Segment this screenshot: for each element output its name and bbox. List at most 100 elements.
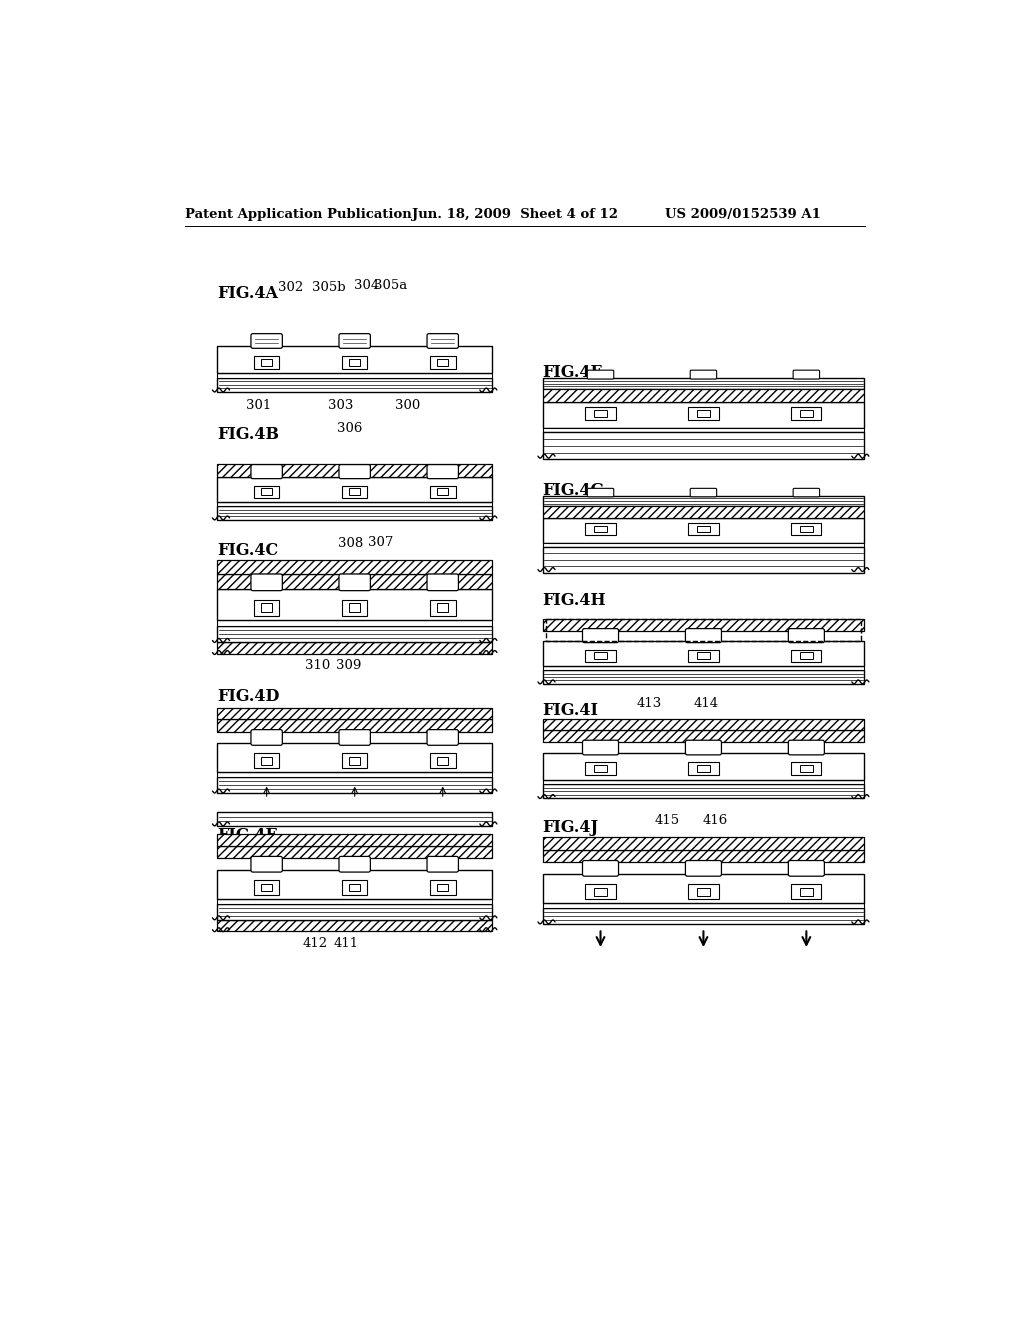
Bar — [594, 525, 607, 532]
Bar — [217, 560, 493, 574]
Bar — [342, 356, 368, 368]
Bar — [349, 488, 360, 495]
FancyBboxPatch shape — [788, 741, 824, 755]
Bar — [800, 652, 813, 659]
FancyBboxPatch shape — [427, 730, 459, 746]
Bar — [792, 884, 821, 899]
Text: FIG.4J: FIG.4J — [543, 818, 599, 836]
Bar — [261, 884, 272, 891]
Bar — [217, 812, 493, 826]
FancyBboxPatch shape — [788, 861, 824, 876]
Bar — [543, 780, 864, 784]
FancyBboxPatch shape — [339, 730, 371, 746]
FancyBboxPatch shape — [583, 628, 618, 643]
Bar — [792, 763, 821, 775]
Bar — [217, 772, 493, 777]
Bar — [342, 754, 368, 768]
Bar — [261, 488, 272, 495]
Bar — [594, 409, 607, 417]
Text: 302: 302 — [278, 281, 303, 294]
Bar — [543, 908, 864, 924]
Bar — [543, 546, 864, 573]
Bar — [543, 496, 864, 507]
Bar — [543, 874, 864, 903]
Bar — [543, 507, 864, 517]
Bar — [217, 589, 493, 620]
Bar — [217, 465, 493, 477]
Bar — [543, 517, 864, 543]
Bar — [586, 407, 615, 420]
Bar — [430, 486, 456, 498]
Bar — [543, 784, 864, 799]
Bar — [430, 880, 456, 895]
Bar — [430, 754, 456, 768]
Bar — [800, 525, 813, 532]
Text: Jun. 18, 2009  Sheet 4 of 12: Jun. 18, 2009 Sheet 4 of 12 — [413, 207, 618, 220]
Bar — [543, 378, 864, 389]
FancyBboxPatch shape — [427, 857, 459, 873]
Text: 415: 415 — [655, 814, 680, 828]
FancyBboxPatch shape — [583, 741, 618, 755]
Bar — [342, 486, 368, 498]
Bar — [688, 407, 719, 420]
Text: 413: 413 — [636, 697, 662, 710]
Text: 301: 301 — [246, 399, 271, 412]
Bar — [688, 649, 719, 661]
Bar — [217, 506, 493, 520]
Bar — [254, 356, 280, 368]
Bar — [349, 884, 360, 891]
Bar — [697, 888, 710, 895]
Text: 308: 308 — [338, 537, 364, 550]
Text: FIG.4G: FIG.4G — [543, 482, 605, 499]
FancyBboxPatch shape — [251, 334, 283, 348]
Text: 411: 411 — [334, 937, 358, 950]
FancyBboxPatch shape — [251, 857, 283, 873]
Bar — [217, 777, 493, 793]
FancyBboxPatch shape — [339, 334, 371, 348]
Bar — [217, 643, 493, 655]
Text: 412: 412 — [302, 937, 328, 950]
Bar — [594, 888, 607, 895]
Bar — [543, 752, 864, 780]
Bar — [543, 619, 864, 631]
Bar — [254, 880, 280, 895]
Bar — [594, 766, 607, 772]
Bar — [697, 652, 710, 659]
Bar — [217, 743, 493, 772]
Bar — [586, 649, 615, 661]
Bar — [217, 870, 493, 899]
Bar — [688, 523, 719, 535]
Text: 307: 307 — [369, 536, 393, 549]
FancyBboxPatch shape — [690, 488, 717, 496]
Text: FIG.4F: FIG.4F — [543, 364, 602, 381]
Bar — [586, 763, 615, 775]
Text: FIG.4B: FIG.4B — [217, 426, 280, 444]
Text: 414: 414 — [693, 697, 719, 710]
Text: 305b: 305b — [312, 281, 346, 294]
FancyBboxPatch shape — [339, 857, 371, 873]
Bar — [217, 620, 493, 626]
Bar — [543, 432, 864, 459]
Bar — [543, 730, 864, 742]
Bar — [254, 486, 280, 498]
FancyBboxPatch shape — [427, 465, 459, 479]
Text: 306: 306 — [337, 422, 362, 434]
FancyBboxPatch shape — [794, 488, 819, 496]
Text: Patent Application Publication: Patent Application Publication — [184, 207, 412, 220]
Text: 304: 304 — [353, 280, 379, 292]
Bar — [430, 599, 456, 615]
Bar — [543, 719, 864, 730]
FancyBboxPatch shape — [788, 628, 824, 643]
Text: 310: 310 — [305, 659, 330, 672]
Bar — [697, 525, 710, 532]
FancyBboxPatch shape — [427, 334, 459, 348]
Bar — [217, 834, 493, 846]
Text: 303: 303 — [328, 399, 353, 412]
Bar — [543, 428, 864, 432]
Bar — [217, 719, 493, 731]
Bar — [217, 378, 493, 392]
Text: 309: 309 — [336, 659, 361, 672]
FancyBboxPatch shape — [685, 741, 722, 755]
Bar — [217, 899, 493, 904]
Bar — [217, 574, 493, 589]
